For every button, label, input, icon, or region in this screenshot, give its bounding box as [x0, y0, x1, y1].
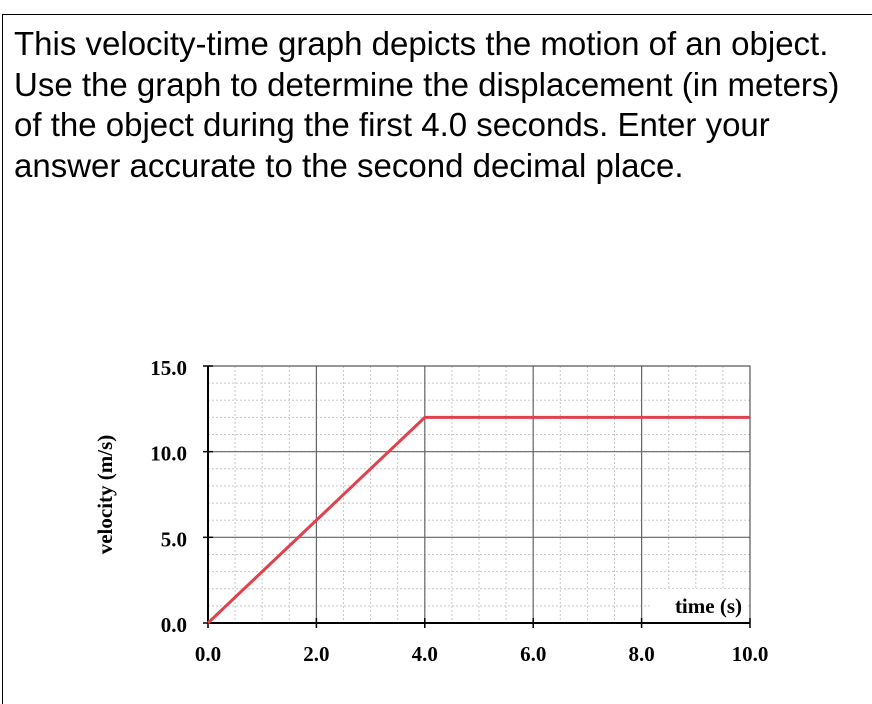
- question-frame: [2, 14, 872, 704]
- x-tick-label: 10.0: [732, 642, 769, 666]
- x-tick-labels: 0.0 2.0 4.0 6.0 8.0 10.0: [195, 642, 769, 666]
- x-axis-label-box: time (s): [650, 589, 747, 621]
- x-tick-label: 8.0: [628, 642, 654, 666]
- y-tick-labels: 0.0 5.0 10.0 15.0: [150, 356, 187, 637]
- y-tick-label: 5.0: [161, 527, 187, 551]
- axes: [203, 365, 751, 628]
- series-layer: [206, 415, 750, 625]
- y-axis-label: velocity (m/s): [93, 435, 117, 555]
- x-tick-label: 2.0: [303, 642, 329, 666]
- x-axis-label-background: [650, 589, 747, 621]
- y-tick-label: 0.0: [161, 613, 187, 637]
- x-tick-label: 6.0: [520, 642, 546, 666]
- x-axis-label: time (s): [675, 594, 742, 618]
- series-line: [206, 415, 750, 625]
- y-tick-label: 10.0: [150, 442, 187, 466]
- y-tick-label: 15.0: [150, 356, 187, 380]
- x-tick-label: 0.0: [195, 642, 221, 666]
- question-text: This velocity-time graph depicts the mot…: [14, 25, 840, 184]
- x-tick-label: 4.0: [412, 642, 438, 666]
- minor-grid: [207, 365, 751, 624]
